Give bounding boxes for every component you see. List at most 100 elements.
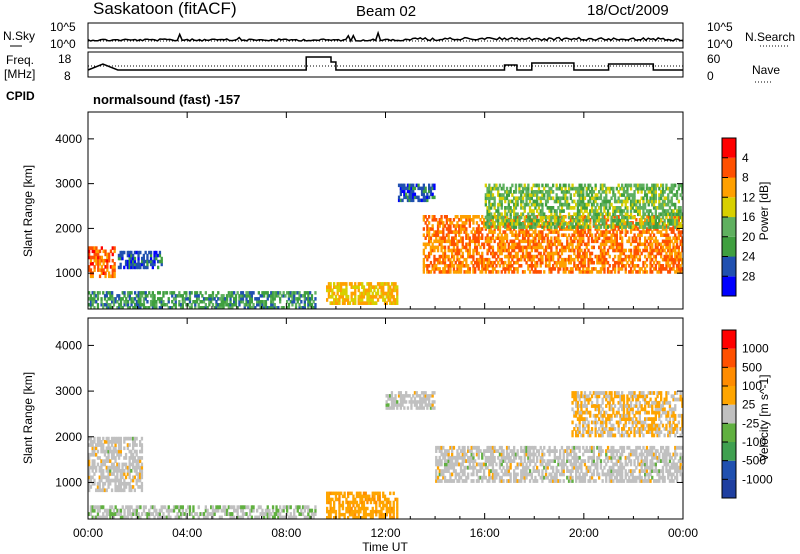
echo-cell <box>652 218 656 223</box>
echo-cell <box>644 222 647 226</box>
echo-cell <box>113 271 116 275</box>
echo-cell <box>481 257 484 262</box>
echo-cell <box>123 472 126 476</box>
echo-cell <box>576 221 580 225</box>
echo-cell <box>509 459 512 463</box>
echo-cell <box>677 236 680 240</box>
echo-cell <box>343 298 346 302</box>
echo-cell <box>368 288 371 293</box>
echo-cell <box>185 297 188 301</box>
echo-cell <box>345 294 348 299</box>
echo-cell <box>617 248 620 253</box>
echo-cell <box>564 193 567 197</box>
echo-cell <box>111 268 114 272</box>
echo-cell <box>135 262 138 267</box>
echo-cell <box>449 455 452 460</box>
echo-cell <box>362 288 366 293</box>
echo-cell <box>491 202 495 207</box>
echo-cell <box>548 196 551 201</box>
echo-cell <box>598 206 601 210</box>
echo-cell <box>103 462 107 467</box>
echo-cell <box>525 227 528 231</box>
echo-cell <box>486 248 489 253</box>
echo-cell <box>102 249 105 254</box>
echo-cell <box>111 265 114 269</box>
echo-cell <box>149 259 153 264</box>
echo-cell <box>527 218 530 223</box>
echo-cell <box>470 452 473 457</box>
echo-cell <box>135 505 138 510</box>
echo-cell <box>157 512 160 516</box>
echo-cell <box>500 206 503 210</box>
echo-cell <box>424 394 427 398</box>
echo-cell <box>91 297 94 301</box>
echo-cell <box>105 294 108 298</box>
echo-cell <box>130 265 133 270</box>
echo-cell <box>252 306 255 310</box>
echo-cell <box>534 264 537 268</box>
echo-cell <box>626 239 629 244</box>
echo-cell <box>112 452 115 457</box>
echo-cell <box>548 193 551 197</box>
echo-cell <box>675 190 679 194</box>
echo-cell <box>539 236 542 240</box>
echo-cell <box>403 186 406 191</box>
echo-cell <box>438 242 441 247</box>
echo-cell <box>463 479 466 483</box>
echo-cell <box>229 300 232 304</box>
echo-cell <box>505 445 509 450</box>
echo-cell <box>420 189 424 194</box>
echo-cell <box>582 236 585 240</box>
echo-cell <box>536 190 539 194</box>
colorbar-tick-label: 16 <box>742 210 756 224</box>
echo-cell <box>440 452 443 457</box>
echo-cell <box>661 227 665 231</box>
echo-cell <box>300 300 303 304</box>
echo-cell <box>479 257 482 262</box>
echo-cell <box>654 209 657 213</box>
echo-cell <box>583 270 587 274</box>
echo-cell <box>555 236 558 240</box>
echo-cell <box>500 202 503 207</box>
echo-cell <box>605 260 608 265</box>
echo-cell <box>171 291 174 295</box>
echo-cell <box>498 230 502 234</box>
echo-cell <box>215 508 218 513</box>
echo-cell <box>385 403 388 407</box>
echo-cell <box>348 282 352 286</box>
echo-cell <box>149 505 153 510</box>
echo-cell <box>606 230 610 234</box>
echo-cell <box>160 515 163 520</box>
echo-cell <box>548 257 551 262</box>
echo-cell <box>326 298 329 302</box>
echo-cell <box>647 242 650 247</box>
echo-cell <box>677 257 680 262</box>
echo-cell <box>610 233 613 237</box>
echo-cell <box>576 267 580 271</box>
echo-cell <box>114 440 117 444</box>
echo-cell <box>443 452 447 457</box>
echo-cell <box>119 306 123 310</box>
echo-cell <box>467 215 470 219</box>
echo-cell <box>438 254 441 259</box>
echo-cell <box>507 227 510 231</box>
echo-cell <box>135 300 138 304</box>
echo-cell <box>158 300 161 304</box>
echo-cell <box>474 260 477 265</box>
echo-cell <box>227 294 230 298</box>
echo-cell <box>548 190 551 194</box>
echo-cell <box>436 475 440 480</box>
echo-cell <box>390 391 394 395</box>
echo-cell <box>376 494 380 499</box>
echo-cell <box>569 225 572 229</box>
echo-cell <box>133 475 136 480</box>
echo-cell <box>511 233 514 237</box>
echo-cell <box>667 209 670 213</box>
echo-cell <box>667 193 670 197</box>
echo-cell <box>488 245 491 250</box>
echo-cell <box>479 475 482 480</box>
echo-cell <box>98 456 101 460</box>
echo-cell <box>576 206 580 210</box>
echo-cell <box>130 262 133 267</box>
echo-cell <box>93 478 96 483</box>
